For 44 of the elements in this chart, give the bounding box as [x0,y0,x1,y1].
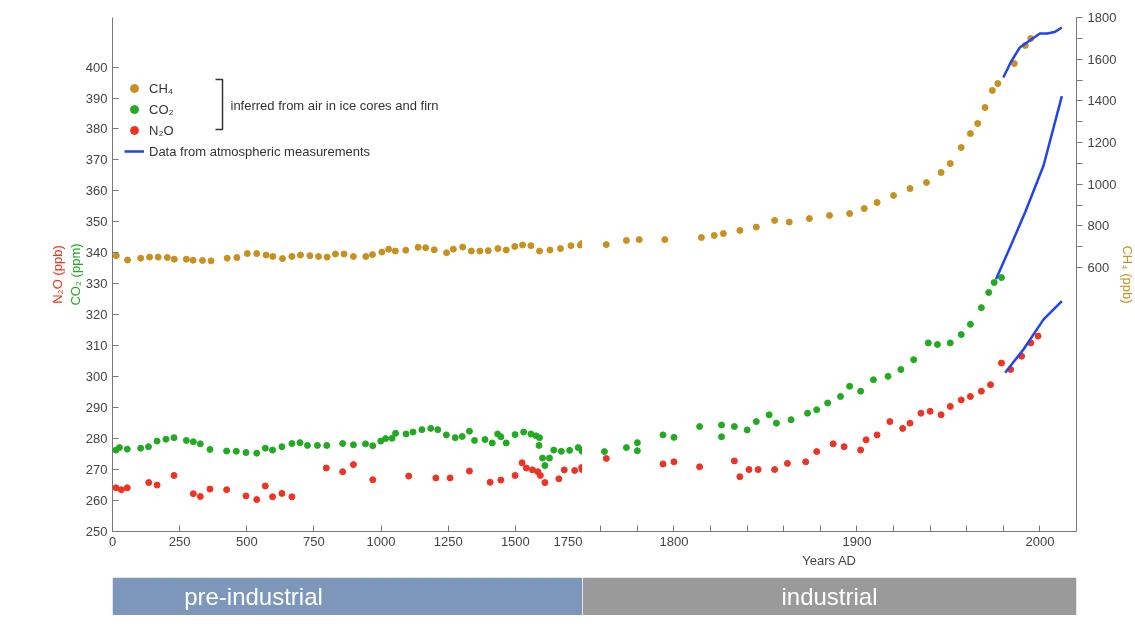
y-tick-label: 390 [85,90,108,106]
text: N₂O (ppb) [49,245,65,304]
y-tick-label: 350 [85,214,108,230]
x-tick-label: 1250 [433,533,463,549]
y2-axis-title: CH₄ (ppb) [1119,245,1135,304]
y-tick-label: 280 [85,431,108,447]
x-tick-label: 0 [108,533,117,549]
y-tick-label: 340 [85,245,108,261]
annotation: inferred from air in ice cores and firn [230,98,439,113]
y-tick-label: 330 [85,276,108,292]
y-tick-label: 370 [85,152,108,168]
legend-label: N₂O [149,121,174,140]
x-axis-title: Years AD [802,552,857,568]
y-tick-label: 260 [85,493,108,509]
y-axis-title: CO₂ (ppm) [67,243,83,306]
y-tick-label: 310 [85,338,108,354]
x-tick-label: 1900 [842,533,872,549]
text: pre-industrial [184,583,323,610]
y2-tick-label: 800 [1087,218,1110,234]
y2-tick-label: 1400 [1087,93,1117,109]
y2-tick-label: 1000 [1087,176,1117,192]
legend-label: CO₂ [149,100,174,119]
y-tick-label: 300 [85,369,108,385]
x-tick-label: 1500 [500,533,530,549]
y-tick-label: 400 [85,59,108,75]
y2-tick-label: 1200 [1087,135,1117,151]
y-tick-label: 290 [85,400,108,416]
y2-tick-label: 600 [1087,260,1110,276]
y-tick-label: 270 [85,462,108,478]
y-tick-label: 320 [85,307,108,323]
x-tick-label: 250 [168,533,191,549]
x-tick-label: 1750 [553,533,583,549]
text: industrial [781,583,878,610]
x-tick-label: 2000 [1025,533,1055,549]
y2-tick-label: 1800 [1087,10,1117,25]
x-tick-label: 750 [303,533,325,549]
legend-label: Data from atmospheric measurements [149,142,371,161]
y-tick-label: 360 [85,183,108,199]
y2-tick-label: 1600 [1087,51,1117,67]
legend-label: CH₄ [149,79,174,98]
x-tick-label: 500 [235,533,258,549]
x-tick-label: 1000 [366,533,396,549]
x-tick-label: 1800 [659,533,689,549]
y-tick-label: 380 [85,121,108,137]
